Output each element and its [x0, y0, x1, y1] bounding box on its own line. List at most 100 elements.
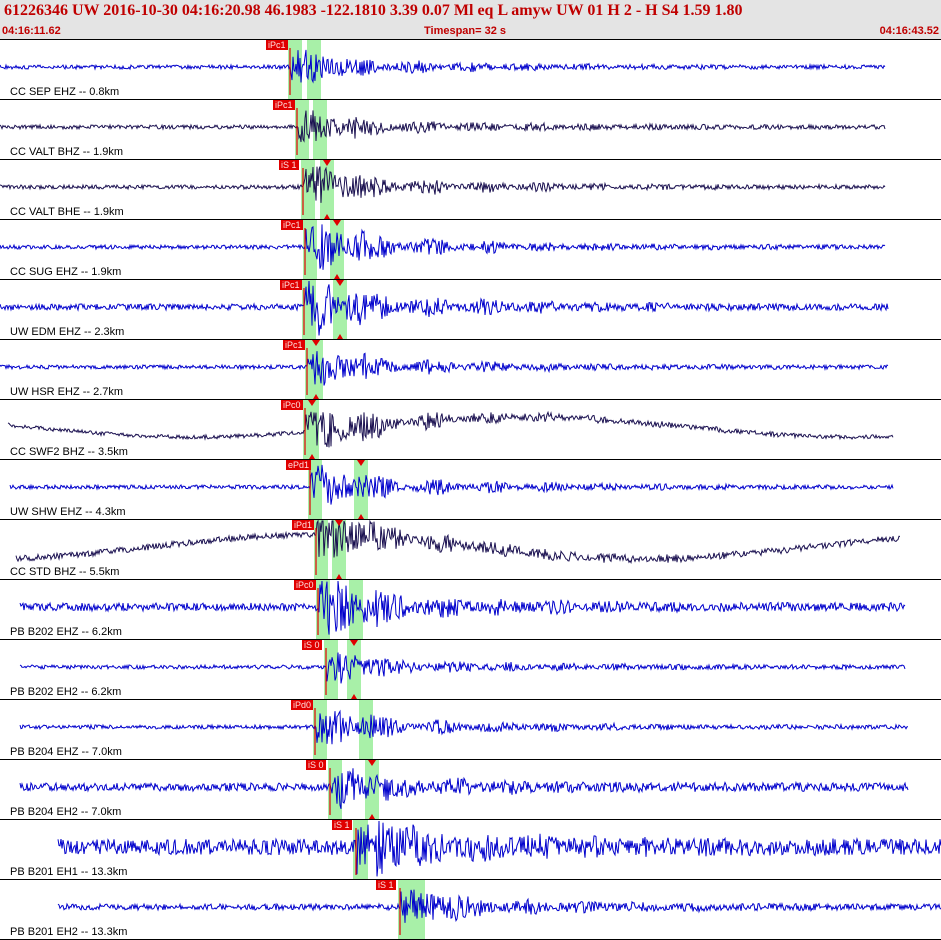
- seismogram: [0, 220, 886, 279]
- pick-label[interactable]: iPd1: [292, 520, 315, 530]
- seismogram: [0, 340, 889, 399]
- station-label: PB B201 EH2 -- 13.3km: [10, 926, 128, 938]
- station-label: CC VALT BHE -- 1.9km: [10, 206, 124, 218]
- event-header: 61226346 UW 2016-10-30 04:16:20.98 46.19…: [0, 0, 941, 40]
- trace-panel[interactable]: ePd1 UW SHW EHZ -- 4.3km: [0, 460, 941, 520]
- s-marker-icon: [335, 520, 343, 526]
- s-marker-icon: [368, 760, 376, 766]
- waveform-line: [15, 520, 901, 565]
- station-label: CC SEP EHZ -- 0.8km: [10, 86, 120, 98]
- start-time: 04:16:11.62: [2, 25, 61, 37]
- station-label: CC SWF2 BHZ -- 3.5km: [10, 446, 128, 458]
- seismogram: [0, 40, 886, 99]
- s-marker-icon: [309, 454, 315, 459]
- s-marker-icon: [333, 220, 341, 226]
- trace-panel[interactable]: iPd0 PB B204 EHZ -- 7.0km: [0, 700, 941, 760]
- pick-label[interactable]: iPc0: [281, 400, 303, 410]
- pick-label[interactable]: ePd1: [286, 460, 312, 470]
- waveform-line: [57, 889, 941, 923]
- seismogram: [19, 700, 908, 759]
- trace-panel[interactable]: iS 1 PB B201 EH2 -- 13.3km: [0, 880, 941, 940]
- trace-list: iPc1 CC SEP EHZ -- 0.8km iPc1 CC VALT BHZ -…: [0, 40, 941, 940]
- analysis-window: [347, 640, 361, 699]
- trace-panel[interactable]: iS 0 PB B202 EH2 -- 6.2km: [0, 640, 941, 700]
- station-label: PB B204 EHZ -- 7.0km: [10, 746, 122, 758]
- s-marker-icon: [336, 280, 344, 286]
- trace-panel[interactable]: iPc1 CC SEP EHZ -- 0.8km: [0, 40, 941, 100]
- seismogram: [19, 580, 906, 639]
- seismogram: [15, 520, 901, 579]
- station-label: PB B201 EH1 -- 13.3km: [10, 866, 128, 878]
- station-label: CC VALT BHZ -- 1.9km: [10, 146, 124, 158]
- pick-label[interactable]: iS 1: [376, 880, 396, 890]
- s-marker-icon: [324, 214, 330, 219]
- pick-label[interactable]: iS 0: [302, 640, 322, 650]
- trace-panel[interactable]: iS 1 PB B201 EH1 -- 13.3km: [0, 820, 941, 880]
- analysis-window: [320, 160, 334, 219]
- analysis-window: [354, 460, 368, 519]
- seismogram: [19, 760, 909, 819]
- station-label: PB B204 EH2 -- 7.0km: [10, 806, 122, 818]
- trace-panel[interactable]: iPc0 PB B202 EHZ -- 6.2km: [0, 580, 941, 640]
- waveform-line: [19, 709, 908, 745]
- analysis-window: [307, 40, 321, 99]
- end-time: 04:16:43.52: [879, 25, 939, 37]
- trace-panel[interactable]: iPc0 CC SWF2 BHZ -- 3.5km: [0, 400, 941, 460]
- seismogram: [57, 880, 941, 939]
- trace-panel[interactable]: iS 1 CC VALT BHE -- 1.9km: [0, 160, 941, 220]
- waveform-line: [0, 351, 889, 386]
- s-marker-icon: [336, 574, 342, 579]
- station-label: UW EDM EHZ -- 2.3km: [10, 326, 125, 338]
- waveform-line: [0, 224, 886, 270]
- pick-label[interactable]: iS 1: [332, 820, 352, 830]
- s-marker-icon: [308, 400, 316, 406]
- analysis-window: [328, 760, 342, 819]
- s-marker-icon: [337, 334, 343, 339]
- station-label: UW HSR EHZ -- 2.7km: [10, 386, 124, 398]
- s-marker-icon: [369, 814, 375, 819]
- station-label: PB B202 EHZ -- 6.2km: [10, 626, 122, 638]
- trace-panel[interactable]: iS 0 PB B204 EH2 -- 7.0km: [0, 760, 941, 820]
- pick-label[interactable]: iPc0: [294, 580, 316, 590]
- seismogram: [7, 400, 894, 459]
- analysis-window: [324, 640, 338, 699]
- seismogram: [9, 460, 894, 519]
- pick-label[interactable]: iS 0: [306, 760, 326, 770]
- waveform-line: [19, 652, 906, 684]
- waveform-line: [19, 580, 906, 635]
- s-marker-icon: [334, 274, 340, 279]
- trace-panel[interactable]: iPc1 UW HSR EHZ -- 2.7km: [0, 340, 941, 400]
- s-marker-icon: [323, 160, 331, 166]
- trace-panel[interactable]: iPc1 CC SUG EHZ -- 1.9km: [0, 220, 941, 280]
- analysis-window: [314, 520, 328, 579]
- pick-label[interactable]: iS 1: [279, 160, 299, 170]
- trace-panel[interactable]: iPd1 CC STD BHZ -- 5.5km: [0, 520, 941, 580]
- trace-panel[interactable]: iPc1 UW EDM EHZ -- 2.3km: [0, 280, 941, 340]
- seismogram: [0, 100, 886, 159]
- seismogram: [19, 640, 906, 699]
- waveform-line: [9, 464, 894, 505]
- waveform-line: [0, 166, 886, 203]
- waveform-line: [57, 820, 941, 877]
- seismogram: [0, 280, 889, 339]
- waveform-line: [7, 410, 894, 448]
- pick-label[interactable]: iPc1: [266, 40, 288, 50]
- pick-label[interactable]: iPc1: [283, 340, 305, 350]
- pick-label[interactable]: iPc1: [273, 100, 295, 110]
- analysis-window: [365, 760, 379, 819]
- s-marker-icon: [350, 640, 358, 646]
- station-label: UW SHW EHZ -- 4.3km: [10, 506, 126, 518]
- station-label: PB B202 EH2 -- 6.2km: [10, 686, 122, 698]
- station-label: CC SUG EHZ -- 1.9km: [10, 266, 122, 278]
- seismogram: [0, 160, 886, 219]
- seismogram: [57, 820, 941, 879]
- pick-label[interactable]: iPc1: [281, 220, 303, 230]
- s-marker-icon: [312, 340, 320, 346]
- event-summary: 61226346 UW 2016-10-30 04:16:20.98 46.19…: [4, 2, 743, 19]
- pick-label[interactable]: iPc1: [280, 280, 302, 290]
- trace-panel[interactable]: iPc1 CC VALT BHZ -- 1.9km: [0, 100, 941, 160]
- waveform-line: [0, 110, 886, 143]
- pick-label[interactable]: iPd0: [291, 700, 314, 710]
- analysis-window: [359, 700, 373, 759]
- s-marker-icon: [357, 460, 365, 466]
